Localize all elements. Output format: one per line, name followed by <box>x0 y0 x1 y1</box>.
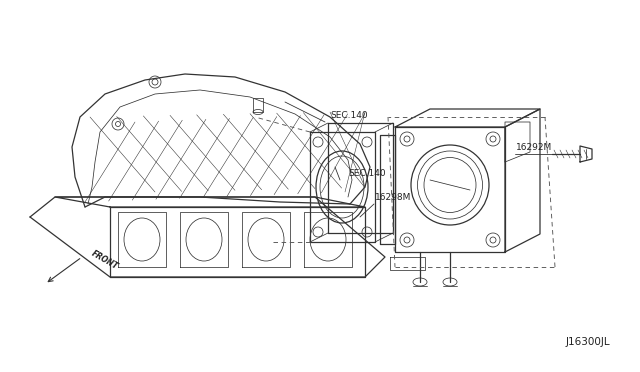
Text: FRONT: FRONT <box>90 249 120 271</box>
Text: SEC.140: SEC.140 <box>330 111 367 120</box>
Text: 16292M: 16292M <box>516 143 552 152</box>
Text: SEC.140: SEC.140 <box>348 169 386 178</box>
Text: J16300JL: J16300JL <box>565 337 610 347</box>
Text: 16298M: 16298M <box>375 193 412 202</box>
